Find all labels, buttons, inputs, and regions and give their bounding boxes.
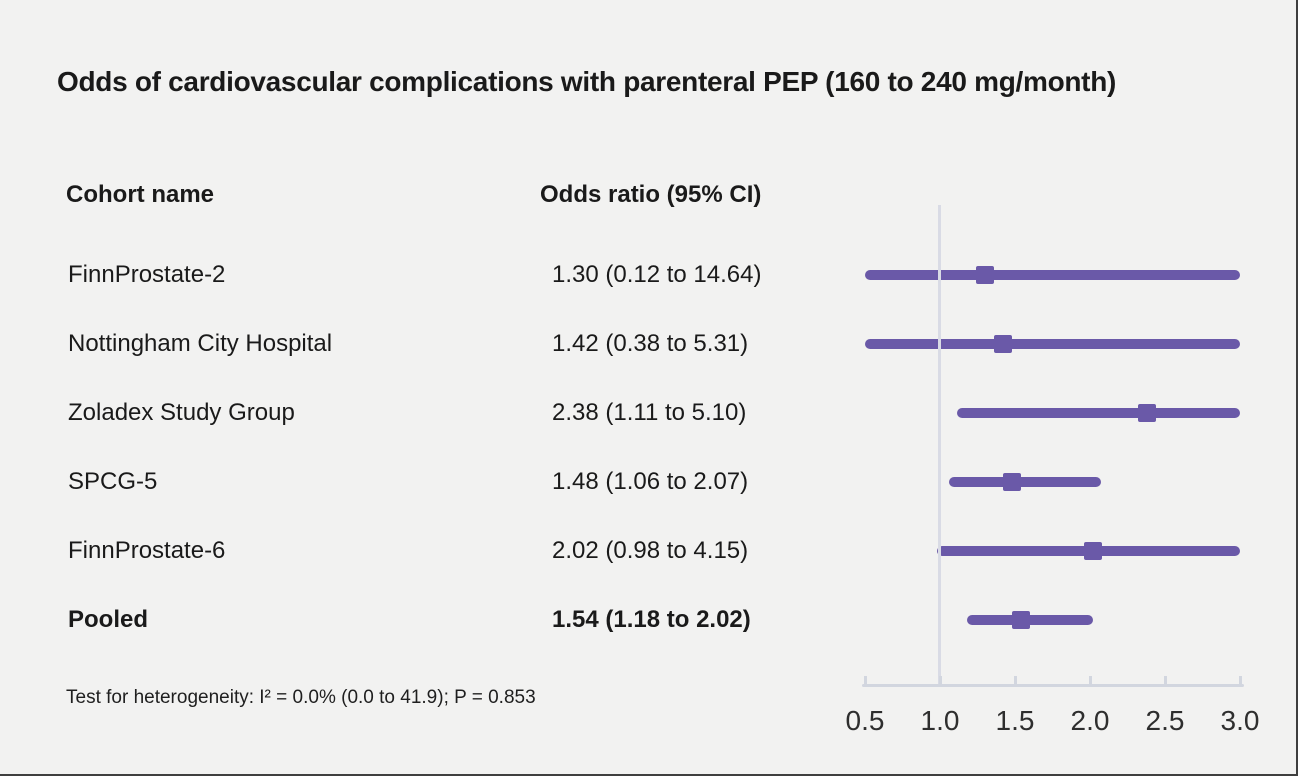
- or-marker: [994, 335, 1012, 353]
- ci-line: [865, 339, 1240, 349]
- x-axis-tick: [1014, 676, 1017, 684]
- ci-line: [865, 270, 1240, 280]
- cohort-label: FinnProstate-2: [68, 261, 226, 288]
- ci-line: [956, 408, 1240, 418]
- x-axis-tick-label: 3.0: [1220, 705, 1260, 736]
- or-marker: [1012, 611, 1030, 629]
- x-axis-tick: [864, 676, 867, 684]
- ci-line: [949, 477, 1101, 487]
- cohort-label: FinnProstate-6: [68, 537, 226, 564]
- or-marker: [976, 266, 994, 284]
- odds-ratio-column-header: Odds ratio (95% CI): [540, 181, 762, 208]
- cohort-label: Zoladex Study Group: [68, 399, 295, 426]
- cohort-column-header: Cohort name: [66, 181, 215, 208]
- odds-ratio-value: 1.30 (0.12 to 14.64): [552, 261, 762, 288]
- odds-ratio-value: 2.02 (0.98 to 4.15): [552, 537, 749, 564]
- cohort-label: Pooled: [68, 606, 149, 633]
- odds-ratio-value: 2.38 (1.11 to 5.10): [552, 399, 747, 426]
- or-marker: [1138, 404, 1156, 422]
- cohort-label: SPCG-5: [68, 468, 158, 495]
- figure-title: Odds of cardiovascular complications wit…: [57, 66, 1117, 97]
- cohort-label: Nottingham City Hospital: [68, 330, 333, 357]
- or-marker: [1084, 542, 1102, 560]
- reference-line: [938, 205, 941, 687]
- heterogeneity-note: Test for heterogeneity: I² = 0.0% (0.0 t…: [66, 687, 536, 708]
- odds-ratio-value: 1.48 (1.06 to 2.07): [552, 468, 749, 495]
- ci-line: [967, 615, 1093, 625]
- x-axis-tick: [939, 676, 942, 684]
- x-axis-tick: [1164, 676, 1167, 684]
- x-axis-line: [862, 684, 1244, 687]
- x-axis-tick: [1239, 676, 1242, 684]
- x-axis-tick-label: 0.5: [845, 705, 885, 736]
- x-axis-tick: [1089, 676, 1092, 684]
- x-axis-tick-label: 1.0: [920, 705, 960, 736]
- odds-ratio-value: 1.54 (1.18 to 2.02): [552, 606, 751, 633]
- x-axis-tick-label: 1.5: [995, 705, 1035, 736]
- odds-ratio-value: 1.42 (0.38 to 5.31): [552, 330, 749, 357]
- x-axis-tick-label: 2.5: [1145, 705, 1185, 736]
- or-marker: [1003, 473, 1021, 491]
- x-axis-tick-label: 2.0: [1070, 705, 1110, 736]
